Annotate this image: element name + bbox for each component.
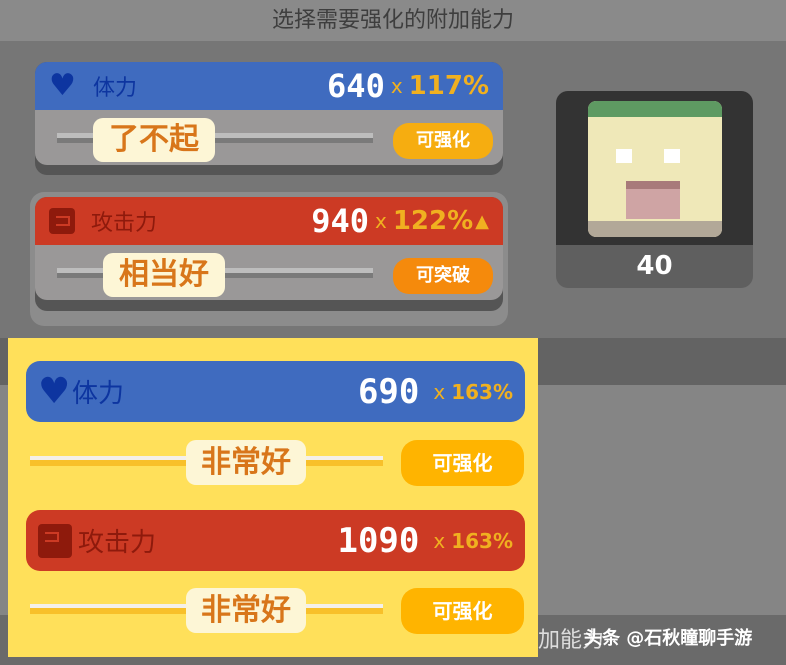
character-portrait[interactable]: 40 bbox=[556, 91, 753, 288]
grade-label: 非常好 bbox=[186, 588, 306, 633]
heart-icon: ♥ bbox=[49, 68, 76, 103]
enhance-button[interactable]: 可强化 bbox=[401, 588, 524, 634]
ability-card-stamina[interactable]: ♥ 体力 640 x 117% 了不起 可强化 bbox=[35, 62, 503, 175]
character-avatar bbox=[588, 101, 722, 237]
grade-label: 非常好 bbox=[186, 440, 306, 485]
watermark: 头条 @石秋瞳聊手游 bbox=[584, 628, 753, 649]
enhance-button[interactable]: 可强化 bbox=[393, 123, 493, 159]
grade-label: 了不起 bbox=[93, 118, 215, 162]
grade-label: 相当好 bbox=[103, 253, 225, 297]
enhance-button[interactable]: 可强化 bbox=[401, 440, 524, 486]
preview-panel: ♥ 体力 690 x 163% 非常好 可强化 攻击力 1090 x 163% … bbox=[8, 338, 538, 657]
fist-icon bbox=[49, 208, 75, 234]
level-label: 40 bbox=[636, 251, 673, 281]
breakthrough-button[interactable]: 可突破 bbox=[393, 258, 493, 294]
up-arrow-icon: ▲ bbox=[475, 210, 489, 232]
page-title: 选择需要强化的附加能力 bbox=[0, 0, 786, 41]
heart-icon: ♥ bbox=[38, 370, 71, 412]
ability-card-attack[interactable]: 攻击力 940 x 122% ▲ 相当好 可突破 bbox=[35, 197, 503, 311]
fist-icon bbox=[38, 523, 72, 558]
